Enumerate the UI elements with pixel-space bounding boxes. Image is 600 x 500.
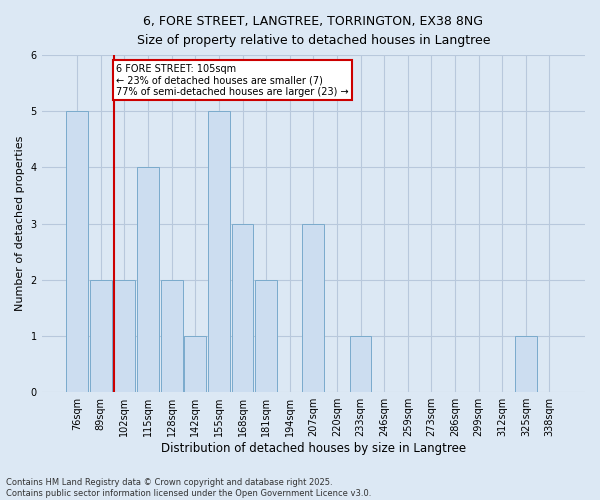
Bar xyxy=(515,336,536,392)
Bar xyxy=(137,168,159,392)
Bar xyxy=(113,280,136,392)
Bar xyxy=(255,280,277,392)
X-axis label: Distribution of detached houses by size in Langtree: Distribution of detached houses by size … xyxy=(161,442,466,455)
Bar xyxy=(302,224,324,392)
Y-axis label: Number of detached properties: Number of detached properties xyxy=(15,136,25,312)
Bar xyxy=(161,280,182,392)
Bar xyxy=(184,336,206,392)
Text: 6 FORE STREET: 105sqm
← 23% of detached houses are smaller (7)
77% of semi-detac: 6 FORE STREET: 105sqm ← 23% of detached … xyxy=(116,64,349,96)
Bar xyxy=(90,280,112,392)
Title: 6, FORE STREET, LANGTREE, TORRINGTON, EX38 8NG
Size of property relative to deta: 6, FORE STREET, LANGTREE, TORRINGTON, EX… xyxy=(137,15,490,47)
Bar xyxy=(350,336,371,392)
Bar xyxy=(232,224,253,392)
Text: Contains HM Land Registry data © Crown copyright and database right 2025.
Contai: Contains HM Land Registry data © Crown c… xyxy=(6,478,371,498)
Bar xyxy=(208,112,230,392)
Bar xyxy=(67,112,88,392)
